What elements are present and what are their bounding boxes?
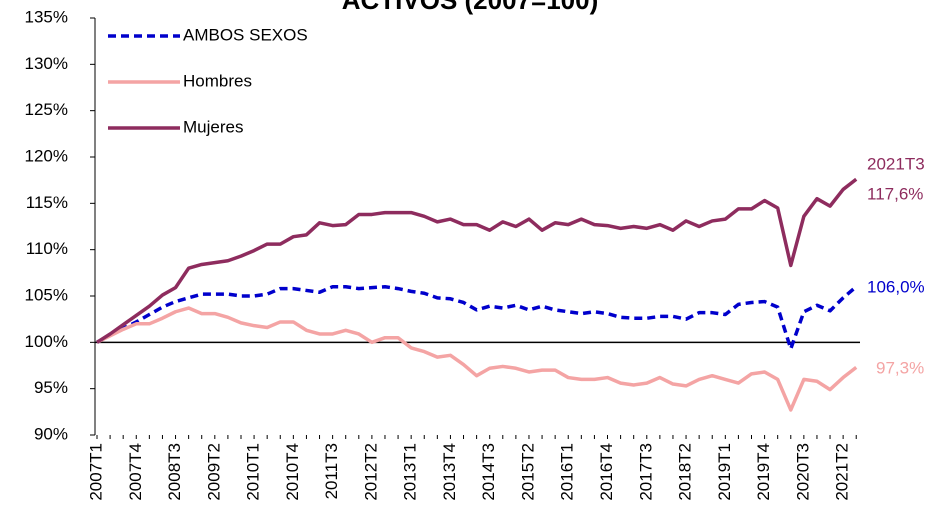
legend-label: AMBOS SEXOS (183, 25, 308, 44)
x-tick-label: 2007T4 (126, 443, 145, 501)
legend-label: Hombres (183, 71, 252, 90)
y-tick-label: 130% (25, 54, 68, 73)
y-tick-label: 100% (25, 332, 68, 351)
annotation: 97,3% (876, 358, 924, 377)
x-tick-label: 2011T3 (322, 443, 341, 499)
series-line (96, 284, 858, 351)
y-tick-label: 95% (34, 378, 68, 397)
x-tick-label: 2016T4 (597, 443, 616, 501)
x-tick-label: 2019T1 (715, 443, 734, 501)
legend-label: Mujeres (183, 117, 243, 136)
annotation: 117,6% (867, 184, 923, 203)
x-tick-label: 2013T1 (401, 443, 420, 501)
x-tick-label: 2010T1 (244, 443, 263, 501)
y-tick-label: 115% (26, 193, 68, 212)
y-tick-label: 105% (25, 285, 68, 304)
x-tick-label: 2009T2 (204, 443, 223, 501)
x-tick-label: 2008T3 (165, 443, 184, 501)
annotation: 106,0% (867, 277, 925, 296)
x-tick-label: 2010T4 (283, 443, 302, 501)
x-tick-label: 2020T3 (793, 443, 812, 501)
x-tick-label: 2013T4 (440, 443, 459, 501)
x-tick-label: 2007T1 (86, 443, 105, 501)
y-tick-label: 90% (34, 424, 68, 443)
x-tick-label: 2018T2 (676, 443, 695, 501)
series-line (96, 177, 858, 344)
annotation: 2021T3 (867, 154, 925, 173)
x-tick-label: 2021T2 (833, 443, 852, 501)
chart-title: ACTIVOS (2007=100) (342, 0, 599, 15)
x-tick-label: 2015T2 (518, 443, 537, 501)
x-tick-label: 2017T3 (636, 443, 655, 501)
x-tick-label: 2014T3 (479, 443, 498, 501)
series-line (96, 306, 858, 412)
y-tick-label: 120% (25, 146, 68, 165)
x-tick-label: 2019T4 (754, 443, 773, 501)
x-tick-label: 2016T1 (558, 443, 577, 501)
y-tick-label: 110% (26, 239, 68, 258)
y-tick-label: 125% (25, 100, 68, 119)
x-tick-label: 2012T2 (361, 443, 380, 501)
y-tick-label: 135% (25, 7, 68, 26)
